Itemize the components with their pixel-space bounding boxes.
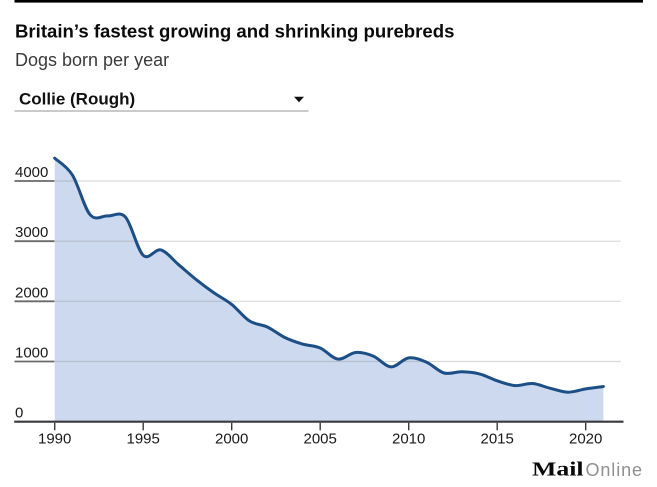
- svg-text:2000: 2000: [215, 431, 248, 448]
- svg-text:2000: 2000: [15, 284, 48, 301]
- svg-text:1995: 1995: [127, 431, 160, 448]
- svg-text:3000: 3000: [15, 224, 48, 241]
- svg-text:Dogs born per year: Dogs born per year: [15, 50, 169, 70]
- svg-text:1990: 1990: [38, 431, 71, 448]
- svg-text:2015: 2015: [481, 431, 514, 448]
- svg-text:Collie (Rough): Collie (Rough): [19, 89, 135, 108]
- svg-text:Britain’s fastest growing and: Britain’s fastest growing and shrinking …: [15, 20, 454, 41]
- svg-text:1000: 1000: [15, 345, 48, 362]
- svg-text:Mail: Mail: [532, 457, 584, 480]
- svg-text:0: 0: [15, 405, 23, 422]
- svg-text:2020: 2020: [569, 431, 602, 448]
- svg-text:2005: 2005: [304, 431, 337, 448]
- svg-text:4000: 4000: [15, 164, 48, 181]
- svg-text:Online: Online: [586, 460, 643, 480]
- svg-text:2010: 2010: [392, 431, 425, 448]
